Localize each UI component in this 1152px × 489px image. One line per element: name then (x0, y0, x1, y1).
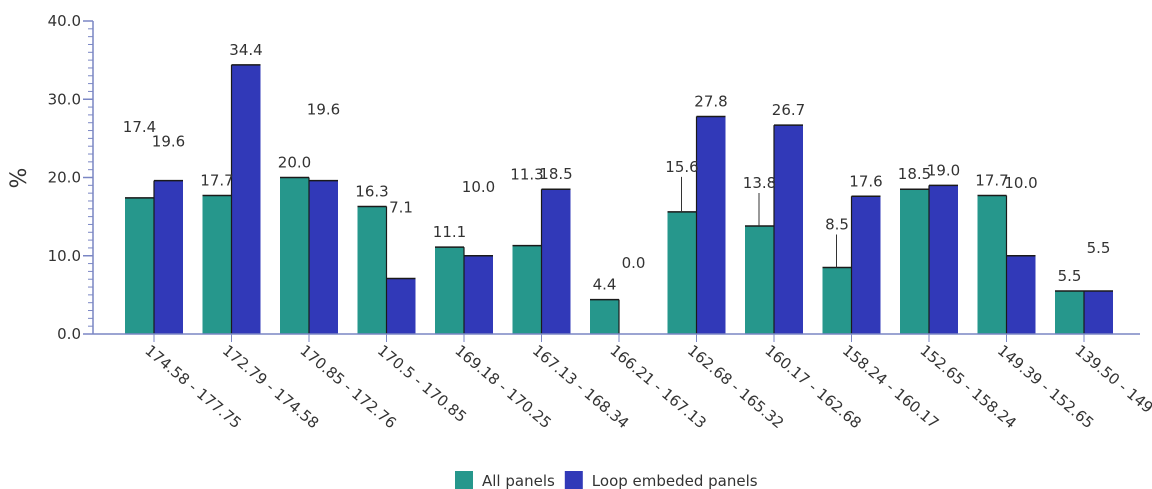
bar-all-panels (822, 267, 852, 334)
bar-all-panels (900, 189, 929, 334)
bar-loop-embedded (231, 64, 261, 334)
bar-loop-embedded (541, 189, 571, 334)
data-labels: 17.419.617.734.420.019.616.37.111.110.01… (123, 41, 1111, 294)
y-tick-label: 0.0 (57, 325, 81, 343)
data-label: 17.7 (200, 171, 233, 189)
legend-label: All panels (482, 472, 555, 489)
y-tick-label: 30.0 (48, 90, 81, 108)
data-label: 17.6 (849, 172, 882, 190)
bar-loop-embedded (154, 180, 183, 334)
bar-all-panels (977, 195, 1007, 334)
data-label: 16.3 (355, 182, 388, 200)
data-label: 5.5 (1087, 239, 1111, 257)
y-tick-label: 40.0 (48, 12, 81, 30)
data-label: 19.0 (927, 161, 960, 179)
legend-label: Loop embeded panels (592, 472, 758, 489)
data-label: 10.0 (462, 178, 495, 196)
data-label: 0.0 (622, 254, 646, 272)
bar-all-panels (745, 226, 774, 334)
data-label: 17.4 (123, 118, 156, 136)
bar-loop-embedded (774, 125, 803, 334)
bars (125, 64, 1113, 334)
bar-loop-embedded (696, 116, 726, 334)
data-label: 27.8 (694, 92, 727, 110)
bar-loop-embedded (386, 278, 416, 334)
bar-all-panels (202, 195, 232, 334)
legend: All panels Loop embeded panels (455, 471, 758, 489)
data-label: 18.5 (898, 165, 931, 183)
legend-swatch (455, 471, 473, 489)
data-label: 7.1 (389, 198, 413, 216)
data-label: 10.0 (1004, 174, 1037, 192)
data-label: 20.0 (278, 154, 311, 172)
bar-all-panels (125, 197, 154, 334)
data-label: 11.1 (433, 223, 466, 241)
data-label: 34.4 (229, 41, 262, 59)
bar-all-panels (1055, 290, 1084, 334)
y-axis-label: % (7, 168, 32, 189)
data-label: 4.4 (593, 276, 617, 294)
data-label: 5.5 (1058, 267, 1082, 285)
y-axis: 0.0 10.0 20.0 30.0 40.0 (48, 12, 94, 343)
bar-loop-embedded (309, 180, 338, 334)
bar-loop-embedded (1006, 255, 1036, 334)
data-label: 17.7 (975, 171, 1008, 189)
bar-all-panels (512, 245, 542, 334)
legend-swatch (564, 471, 583, 489)
y-tick-label: 10.0 (48, 247, 81, 265)
data-label: 18.5 (539, 165, 572, 183)
data-label: 19.6 (307, 101, 340, 119)
bar-all-panels (280, 177, 309, 334)
data-label: 13.8 (743, 174, 776, 192)
data-label: 11.3 (510, 166, 543, 184)
bar-loop-embedded (1084, 290, 1113, 334)
bar-all-panels (590, 299, 619, 334)
data-label: 15.6 (665, 158, 698, 176)
data-label: 8.5 (825, 215, 849, 233)
bar-all-panels (667, 211, 697, 334)
bar-loop-embedded (929, 185, 958, 334)
bar-loop-embedded (851, 196, 881, 334)
data-label: 26.7 (772, 101, 805, 119)
bar-all-panels (435, 247, 464, 334)
bar-all-panels (357, 206, 387, 334)
data-label: 19.6 (152, 133, 185, 151)
y-tick-label: 20.0 (48, 169, 81, 187)
bar-loop-embedded (464, 255, 493, 334)
